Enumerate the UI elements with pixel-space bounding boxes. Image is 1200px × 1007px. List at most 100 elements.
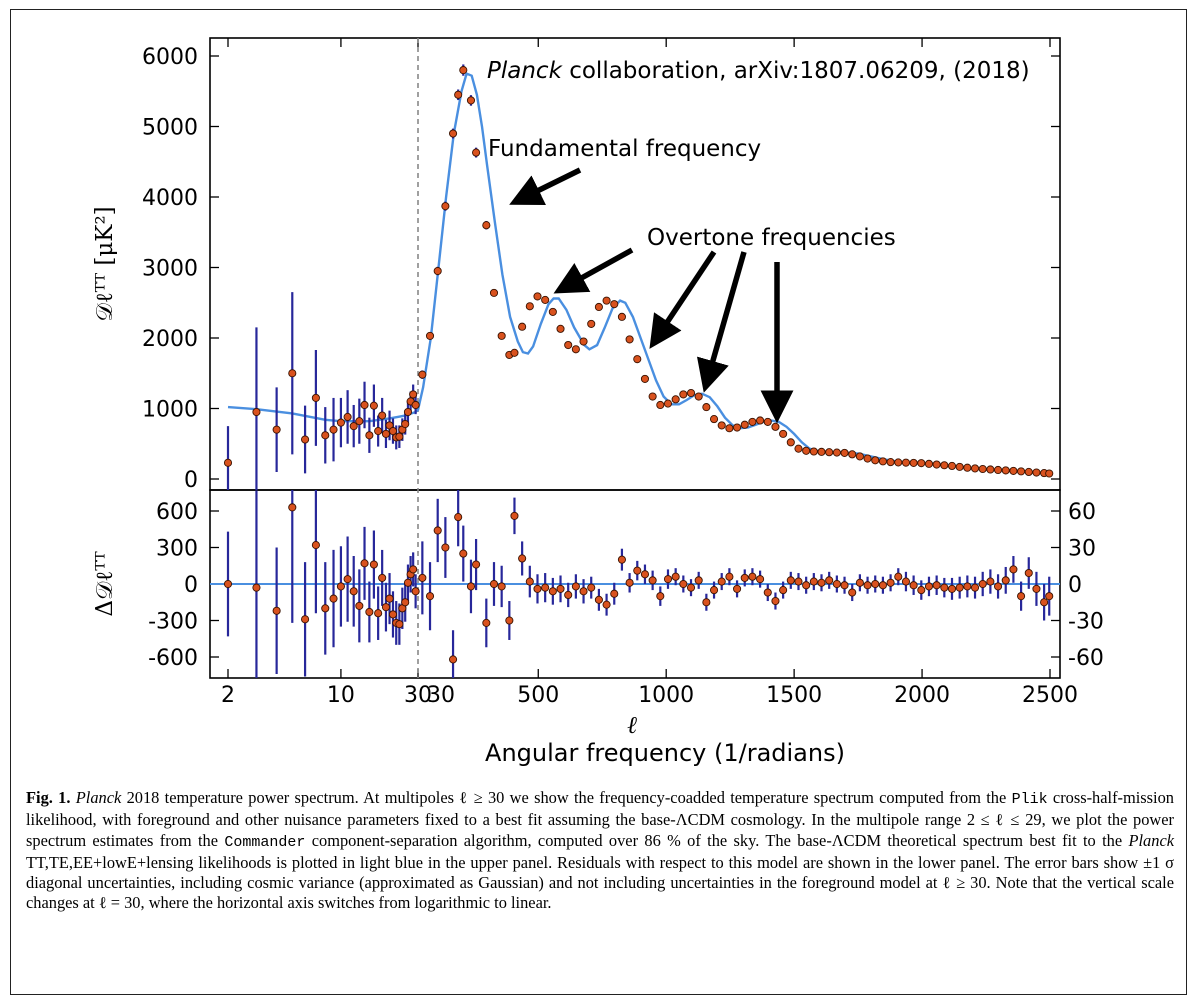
upper-data-point [763, 417, 772, 426]
residual-point [401, 598, 410, 607]
lower-y-tick-label: -600 [148, 646, 198, 671]
residual-point [878, 581, 887, 590]
upper-data-point [771, 422, 780, 431]
residual-point [970, 583, 980, 592]
x-tick-label: 10 [327, 683, 355, 708]
residual-point [633, 566, 642, 575]
residual-point [947, 584, 957, 593]
x-tick-label: 1000 [638, 683, 694, 708]
upper-data-point [686, 388, 696, 398]
upper-data-point [343, 412, 352, 422]
lower-right-y-tick-label: 0 [1068, 573, 1082, 598]
upper-data-point [433, 266, 442, 276]
upper-data-point [748, 417, 757, 426]
upper-y-tick-label: 0 [184, 468, 198, 493]
upper-data-point [369, 401, 378, 410]
upper-data-point [740, 420, 749, 429]
upper-error-bars [226, 64, 1051, 490]
residual-point [794, 577, 803, 586]
x-tick-label: 30 [404, 683, 432, 708]
upper-data-point [1001, 466, 1010, 475]
residual-point [978, 579, 987, 589]
upper-data-point [617, 312, 626, 321]
residual-point [840, 581, 849, 590]
upper-data-point [360, 400, 369, 410]
residual-point [369, 560, 378, 569]
upper-data-points [223, 66, 1054, 478]
upper-data-point [832, 448, 841, 457]
residual-point [748, 572, 757, 581]
lower-y-tick-label: 600 [156, 500, 198, 525]
residual-point [924, 582, 934, 591]
residual-point [756, 575, 765, 584]
residual-point [385, 594, 394, 603]
upper-data-point [671, 395, 680, 404]
residual-point [556, 584, 565, 593]
upper-data-point [441, 202, 450, 211]
upper-data-point [223, 458, 233, 467]
upper-data-point [978, 464, 987, 474]
residual-point [640, 570, 650, 579]
residual-point [848, 588, 857, 597]
residual-point [449, 655, 458, 664]
model-curve [227, 71, 1051, 475]
upper-data-point [725, 424, 734, 433]
residual-point [518, 554, 527, 563]
upper-data-point [709, 415, 719, 424]
residual-point [694, 576, 703, 585]
upper-data-point [518, 322, 527, 331]
upper-data-point [855, 452, 864, 461]
caption-text-2: cross-half-mission likelihood, with fore… [26, 788, 1175, 850]
upper-data-point [640, 374, 650, 383]
residual-point [587, 583, 596, 592]
residual-point [733, 584, 742, 593]
upper-data-point [533, 292, 542, 301]
residual-point [579, 587, 588, 596]
caption-planck-1: Planck [75, 788, 122, 807]
residual-point [403, 578, 413, 587]
residual-point [617, 555, 626, 564]
residual-point [809, 577, 818, 586]
upper-data-point [1032, 468, 1041, 477]
upper-data-point [602, 296, 611, 305]
upper-data-point [963, 463, 972, 472]
residual-point [786, 576, 795, 585]
residual-point [349, 587, 358, 596]
x-tick-label: 1500 [766, 683, 822, 708]
upper-data-point [459, 66, 468, 75]
upper-data-point [694, 392, 703, 401]
upper-data-point [917, 459, 926, 468]
residual-point [365, 607, 374, 617]
residual-point [360, 559, 369, 568]
upper-data-point [564, 340, 573, 350]
upper-data-point [272, 425, 281, 434]
upper-data-point [579, 337, 588, 346]
residual-point [717, 577, 726, 586]
upper-data-point [633, 355, 642, 364]
upper-data-point [1009, 466, 1018, 475]
upper-data-point [702, 403, 711, 412]
residual-point [909, 581, 918, 590]
residual-point [679, 579, 688, 589]
upper-data-point [940, 461, 949, 470]
overtone-label: Overtone frequencies [647, 225, 896, 251]
residual-point [825, 576, 834, 585]
upper-data-point [525, 302, 534, 311]
residual-point [272, 606, 281, 615]
residual-point [671, 572, 680, 581]
upper-data-point [648, 392, 657, 401]
upper-y-axis-label: 𝒟ℓᵀᵀ [μK²] [92, 206, 118, 321]
upper-data-point [497, 331, 506, 340]
residual-point [388, 610, 398, 619]
caption-code-plik: Plik [1011, 791, 1048, 808]
upper-data-point [779, 429, 788, 438]
residual-point [994, 582, 1003, 591]
lower-right-y-tick-label: -30 [1068, 610, 1104, 635]
upper-data-point [449, 129, 458, 138]
upper-data-point [909, 458, 918, 467]
residual-point [917, 586, 926, 595]
upper-data-point [886, 458, 895, 467]
residual-point [489, 579, 499, 589]
upper-data-point [482, 221, 491, 230]
upper-data-point [587, 319, 596, 328]
